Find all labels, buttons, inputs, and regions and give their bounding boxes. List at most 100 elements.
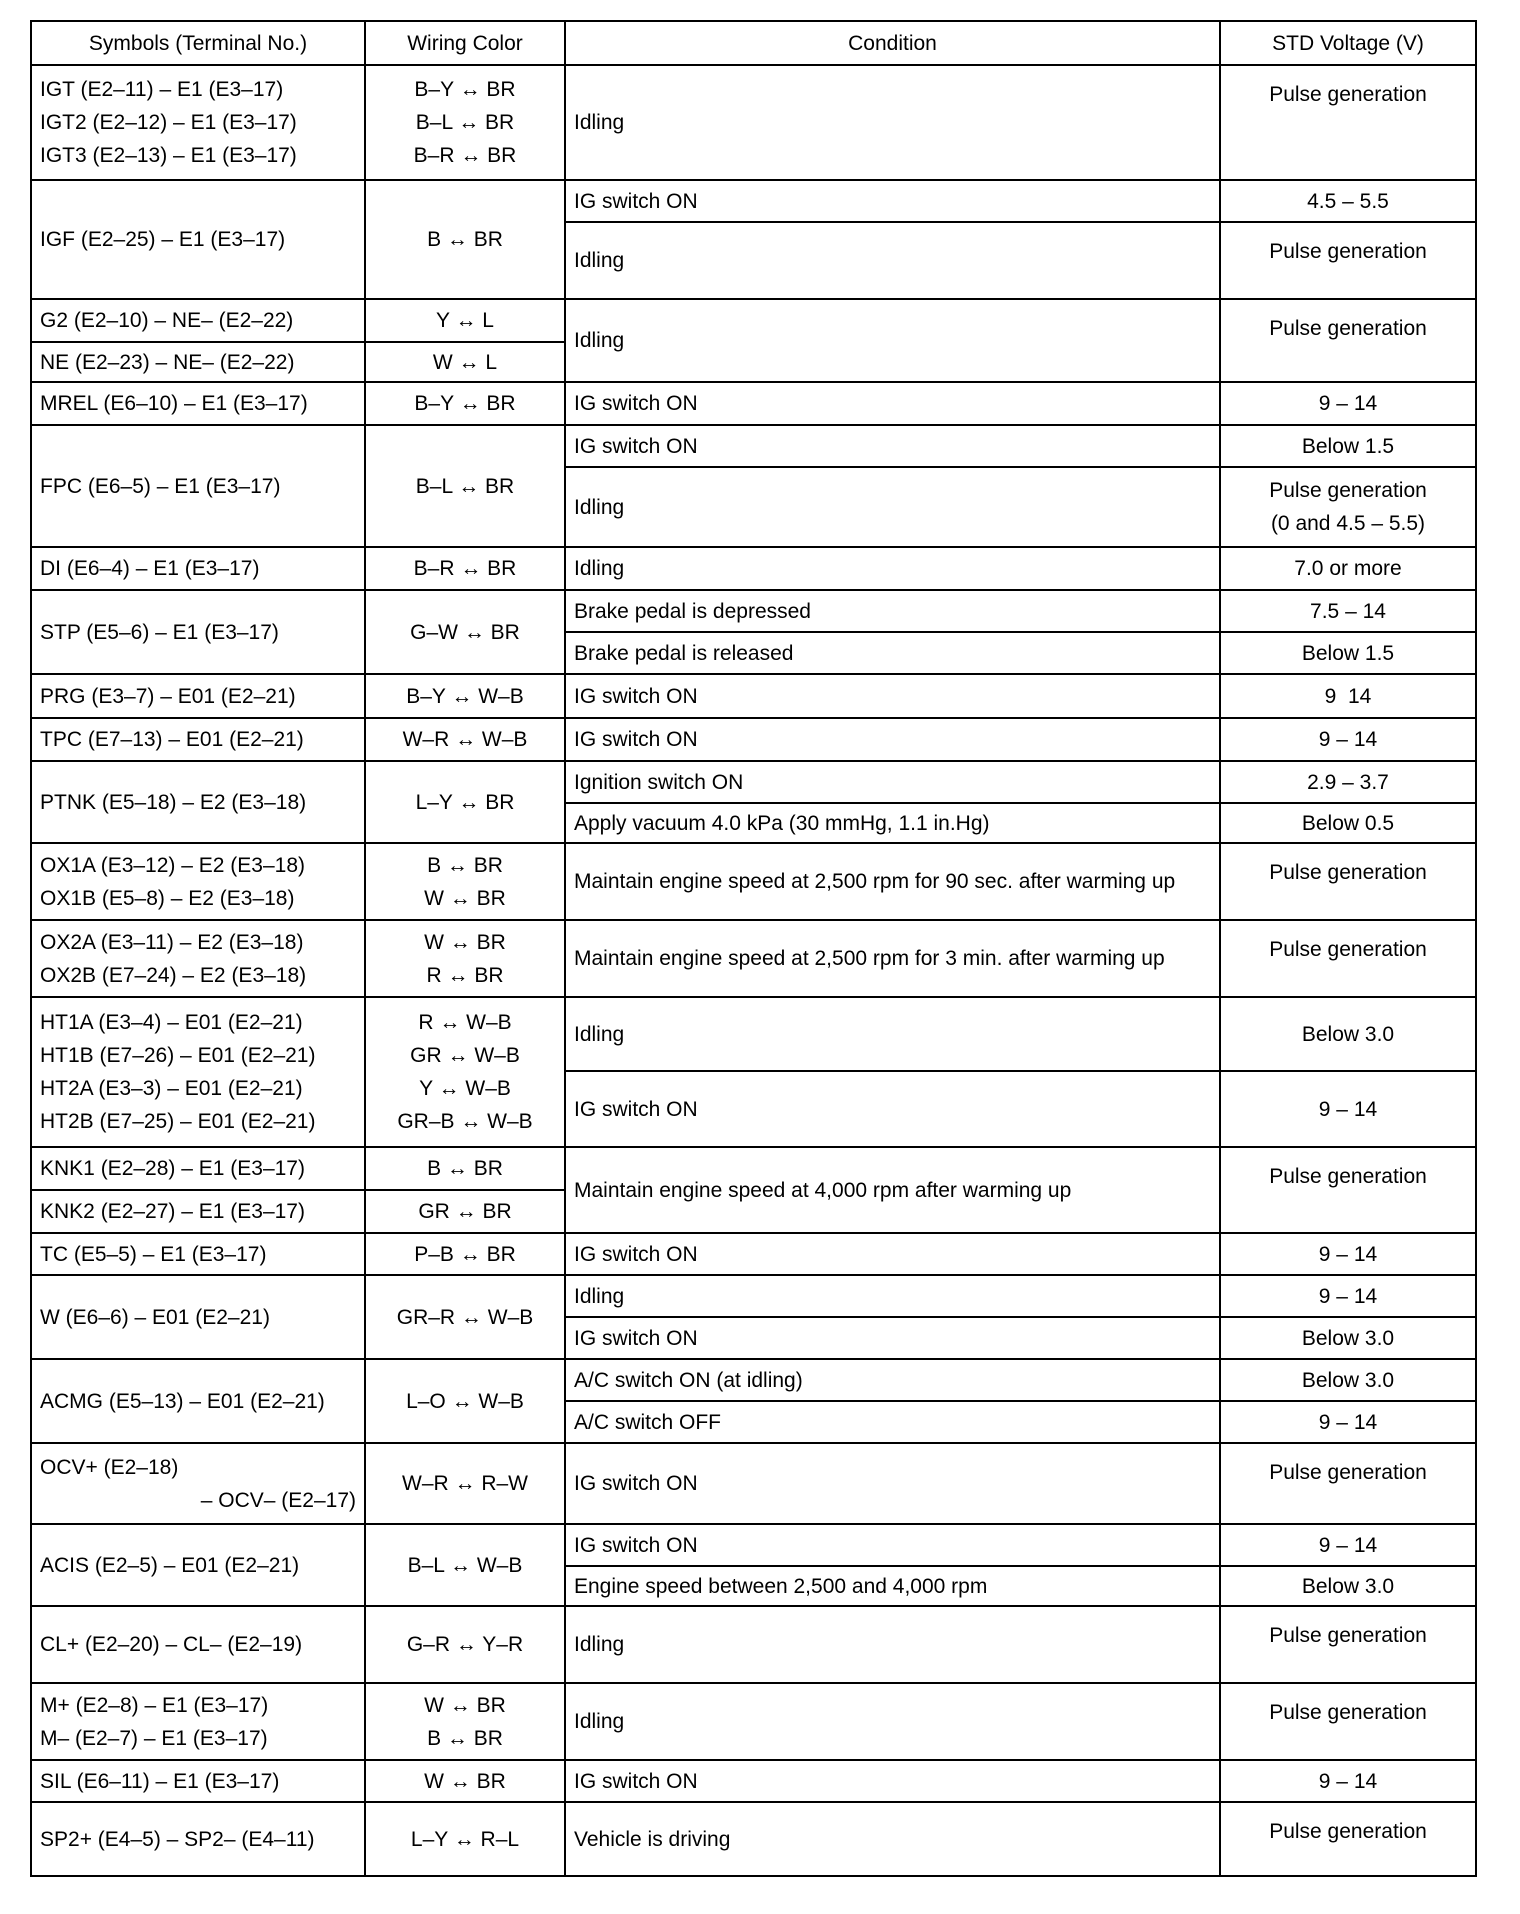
table-row: W (E6–6) – E01 (E2–21) GR–R ↔ W–B Idling… bbox=[30, 1274, 1477, 1360]
voltage-cell: 2.9 – 3.7 bbox=[1219, 760, 1477, 804]
symbols-cell: KNK2 (E2–27) – E1 (E3–17) bbox=[30, 1189, 366, 1234]
symbols-cell: NE (E2–23) – NE– (E2–22) bbox=[30, 341, 366, 383]
wiring: W ↔ BR bbox=[424, 886, 506, 910]
header-condition: Condition bbox=[564, 20, 1221, 66]
condition-cell: Idling bbox=[564, 298, 1221, 383]
voltage-cell: 9 – 14 bbox=[1219, 1400, 1477, 1444]
voltage-cell: Pulse generation bbox=[1219, 64, 1477, 181]
table-row: HT1A (E3–4) – E01 (E2–21) HT1B (E7–26) – … bbox=[30, 996, 1477, 1148]
condition-cell: Brake pedal is released bbox=[564, 631, 1221, 675]
voltage-cell: Pulse generation bbox=[1219, 842, 1477, 921]
table-row: OX1A (E3–12) – E2 (E3–18) OX1B (E5–8) – E… bbox=[30, 842, 1477, 921]
table-row: IG switch ON 9 – 14 bbox=[31, 1070, 1477, 1148]
voltage-cell: Pulse generation (0 and 4.5 – 5.5) bbox=[1219, 466, 1477, 548]
voltage-note: (0 and 4.5 – 5.5) bbox=[1270, 512, 1426, 535]
wiring-cell: W–R ↔ W–B bbox=[364, 717, 566, 762]
symbols-cell: ACMG (E5–13) – E01 (E2–21) bbox=[30, 1358, 366, 1444]
table-row: OX2A (E3–11) – E2 (E3–18) OX2B (E7–24) – … bbox=[30, 919, 1477, 998]
voltage-cell: 9 – 14 bbox=[1219, 1523, 1477, 1567]
wiring-cell: B ↔ BR W ↔ BR bbox=[364, 842, 566, 921]
table-row: Idling Pulse generation bbox=[31, 221, 1477, 300]
wiring-cell: Y ↔ L bbox=[364, 298, 566, 343]
table-row: G2 (E2–10) – NE– (E2–22) Y ↔ L Idling Pu… bbox=[30, 298, 1477, 383]
wiring-cell: GR–R ↔ W–B bbox=[364, 1274, 566, 1360]
symbol: OX2B (E7–24) – E2 (E3–18) bbox=[40, 963, 307, 987]
condition-cell: Ignition switch ON bbox=[564, 760, 1221, 804]
symbol: M– (E2–7) – E1 (E3–17) bbox=[40, 1726, 268, 1750]
condition-cell: IG switch ON bbox=[564, 1232, 1221, 1276]
voltage-cell: 9 – 14 bbox=[1219, 1070, 1477, 1148]
condition-cell: Maintain engine speed at 2,500 rpm for 3… bbox=[564, 919, 1221, 998]
voltage-cell: Below 1.5 bbox=[1219, 424, 1477, 468]
wiring-cell: B–L ↔ BR bbox=[364, 424, 566, 548]
table-row: A/C switch OFF 9 – 14 bbox=[31, 1400, 1477, 1444]
voltage-cell: Below 1.5 bbox=[1219, 631, 1477, 675]
table-row: PTNK (E5–18) – E2 (E3–18) L–Y ↔ BR Ignit… bbox=[30, 760, 1477, 844]
wiring: B ↔ BR bbox=[427, 1726, 503, 1750]
table-row: Idling Pulse generation (0 and 4.5 – 5.5) bbox=[31, 466, 1477, 548]
table-row: Brake pedal is released Below 1.5 bbox=[31, 631, 1477, 675]
wiring: GR ↔ W–B bbox=[410, 1044, 520, 1067]
table-row: Engine speed between 2,500 and 4,000 rpm… bbox=[31, 1565, 1477, 1607]
condition-cell: IG switch ON bbox=[564, 673, 1221, 719]
condition-cell: Idling bbox=[564, 466, 1221, 548]
wiring-cell: W ↔ BR bbox=[364, 1759, 566, 1803]
symbols-cell: M+ (E2–8) – E1 (E3–17) M– (E2–7) – E1 (E3… bbox=[30, 1682, 366, 1761]
symbols-cell: STP (E5–6) – E1 (E3–17) bbox=[30, 589, 366, 675]
symbol: OX1A (E3–12) – E2 (E3–18) bbox=[40, 853, 305, 877]
symbol: IGT3 (E2–13) – E1 (E3–17) bbox=[40, 144, 297, 167]
table-row: ACIS (E2–5) – E01 (E2–21) B–L ↔ W–B IG s… bbox=[30, 1523, 1477, 1607]
wiring-cell: G–R ↔ Y–R bbox=[364, 1605, 566, 1684]
voltage-cell: 9 – 14 bbox=[1219, 1232, 1477, 1276]
symbols-cell: DI (E6–4) – E1 (E3–17) bbox=[30, 546, 366, 591]
table-row: FPC (E6–5) – E1 (E3–17) B–L ↔ BR IG swit… bbox=[30, 424, 1477, 548]
table-row: SP2+ (E4–5) – SP2– (E4–11) L–Y ↔ R–L Veh… bbox=[30, 1801, 1477, 1877]
voltage-cell: Pulse generation bbox=[1219, 919, 1477, 998]
voltage-cell: Below 3.0 bbox=[1219, 1565, 1477, 1607]
condition-cell: A/C switch OFF bbox=[564, 1400, 1221, 1444]
condition-cell: Vehicle is driving bbox=[564, 1801, 1221, 1877]
header-voltage: STD Voltage (V) bbox=[1219, 20, 1477, 66]
table-row: M+ (E2–8) – E1 (E3–17) M– (E2–7) – E1 (E3… bbox=[30, 1682, 1477, 1761]
condition-cell: Idling bbox=[564, 1682, 1221, 1761]
condition-cell: IG switch ON bbox=[564, 381, 1221, 426]
symbol: IGT (E2–11) – E1 (E3–17) bbox=[40, 78, 284, 101]
symbol: OCV+ (E2–18) bbox=[40, 1455, 179, 1479]
table-row: KNK1 (E2–28) – E1 (E3–17) B ↔ BR Maintai… bbox=[30, 1146, 1477, 1234]
header-row: Symbols (Terminal No.) Wiring Color Cond… bbox=[30, 20, 1477, 66]
condition-cell: Idling bbox=[564, 546, 1221, 591]
symbol: IGT2 (E2–12) – E1 (E3–17) bbox=[40, 111, 297, 134]
symbol: HT2A (E3–3) – E01 (E2–21) bbox=[40, 1077, 303, 1100]
table-row: ACMG (E5–13) – E01 (E2–21) L–O ↔ W–B A/C… bbox=[30, 1358, 1477, 1444]
wiring-cell: B–Y ↔ W–B bbox=[364, 673, 566, 719]
wiring: B–Y ↔ BR bbox=[414, 78, 516, 101]
voltage-cell: 9 – 14 bbox=[1219, 381, 1477, 426]
symbols-cell: IGF (E2–25) – E1 (E3–17) bbox=[30, 179, 366, 300]
condition-cell: IG switch ON bbox=[564, 1316, 1221, 1360]
header-symbols: Symbols (Terminal No.) bbox=[30, 20, 366, 66]
condition-cell: IG switch ON bbox=[564, 424, 1221, 468]
wiring-cell: L–O ↔ W–B bbox=[364, 1358, 566, 1444]
symbol: HT2B (E7–25) – E01 (E2–21) bbox=[40, 1110, 316, 1133]
symbols-cell: KNK1 (E2–28) – E1 (E3–17) bbox=[30, 1146, 366, 1191]
table-row: TC (E5–5) – E1 (E3–17) P–B ↔ BR IG switc… bbox=[30, 1232, 1477, 1276]
table-row: IGT (E2–11) – E1 (E3–17) IGT2 (E2–12) – E… bbox=[30, 64, 1477, 181]
wiring: W ↔ BR bbox=[424, 930, 506, 954]
wiring: GR–B ↔ W–B bbox=[397, 1110, 533, 1133]
table-row: Apply vacuum 4.0 kPa (30 mmHg, 1.1 in.Hg… bbox=[31, 802, 1477, 844]
table-row: PRG (E3–7) – E01 (E2–21) B–Y ↔ W–B IG sw… bbox=[30, 673, 1477, 719]
voltage-cell: Pulse generation bbox=[1219, 298, 1477, 383]
condition-cell: Engine speed between 2,500 and 4,000 rpm bbox=[564, 1565, 1221, 1607]
voltage-cell: Below 3.0 bbox=[1219, 996, 1477, 1072]
voltage-cell: Pulse generation bbox=[1219, 1605, 1477, 1684]
symbols-cell: CL+ (E2–20) – CL– (E2–19) bbox=[30, 1605, 366, 1684]
condition-cell: Idling bbox=[564, 64, 1221, 181]
voltage-cell: Below 3.0 bbox=[1219, 1358, 1477, 1402]
wiring-cell: L–Y ↔ R–L bbox=[364, 1801, 566, 1877]
condition-cell: A/C switch ON (at idling) bbox=[564, 1358, 1221, 1402]
table-row: NE (E2–23) – NE– (E2–22) W ↔ L bbox=[30, 341, 1476, 383]
wiring-cell: B–Y ↔ BR bbox=[364, 381, 566, 426]
condition-cell: Apply vacuum 4.0 kPa (30 mmHg, 1.1 in.Hg… bbox=[564, 802, 1221, 844]
wiring-cell: G–W ↔ BR bbox=[364, 589, 566, 675]
table-row: DI (E6–4) – E1 (E3–17) B–R ↔ BR Idling 7… bbox=[30, 546, 1477, 591]
